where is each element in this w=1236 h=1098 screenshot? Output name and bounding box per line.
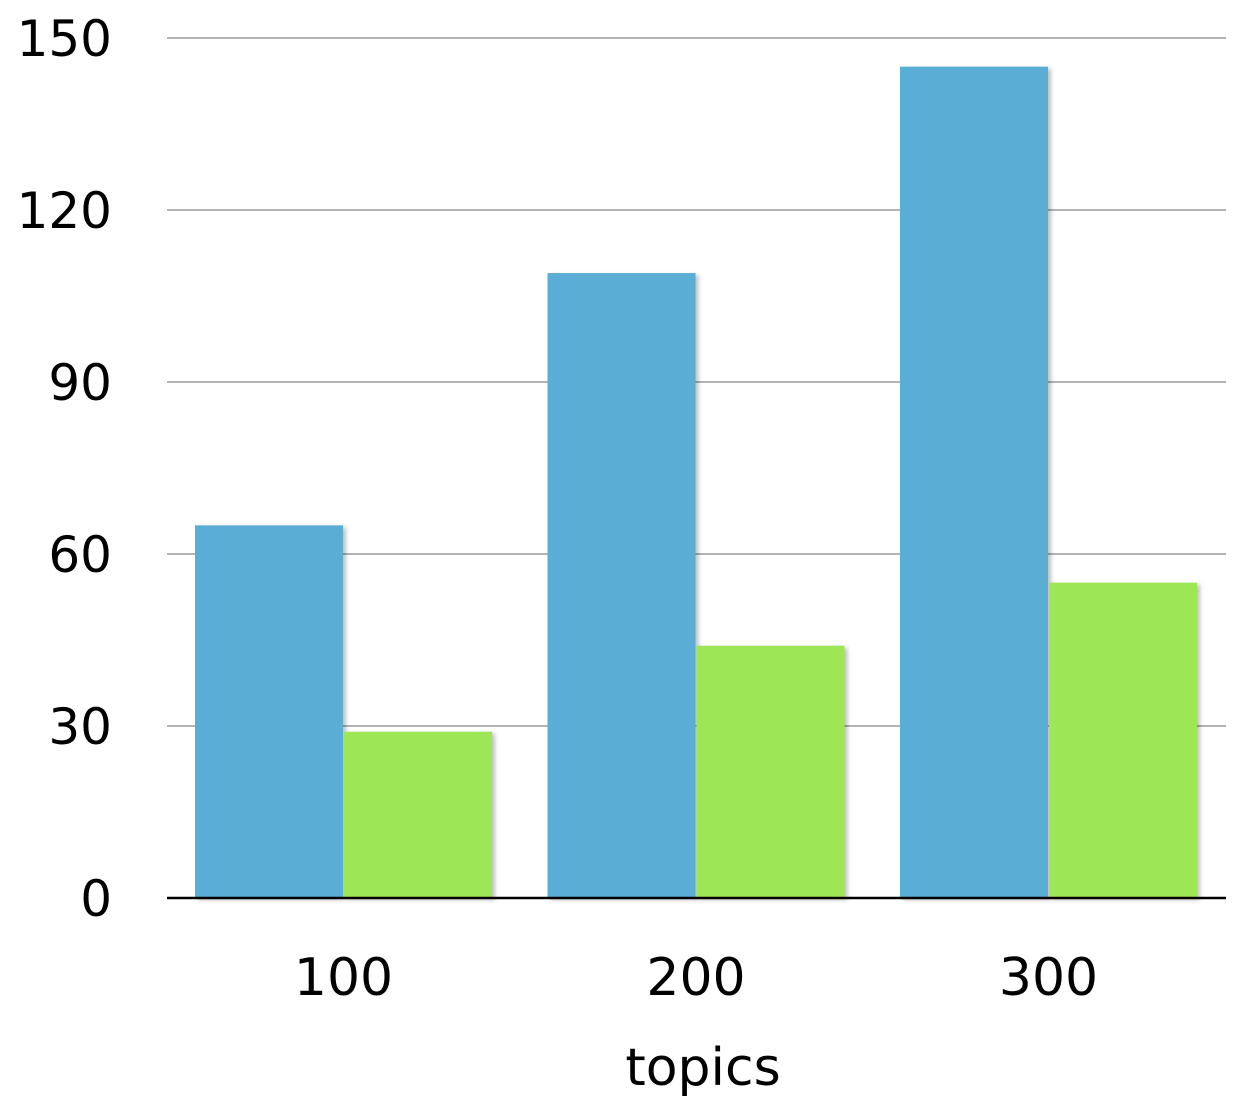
bar-series2-300: [1049, 582, 1197, 898]
bar-series1-300: [900, 66, 1048, 898]
y-tick-label: 30: [48, 698, 112, 756]
y-tick-label: 0: [80, 870, 112, 928]
x-tick-label: 200: [646, 948, 745, 1008]
x-tick-label: 100: [294, 948, 393, 1008]
y-tick-label: 60: [48, 526, 112, 584]
bar-series1-100: [195, 525, 343, 898]
y-tick-label: 90: [48, 354, 112, 412]
bars: [195, 66, 1197, 899]
bar-series1-200: [547, 273, 696, 899]
y-tick-labels: 0 30 60 90 120 150: [17, 10, 112, 928]
x-axis-title: topics: [625, 1038, 780, 1098]
x-tick-labels: 100 200 300: [294, 948, 1098, 1008]
bar-series2-100: [344, 731, 492, 898]
y-tick-label: 150: [17, 10, 112, 68]
bar-series2-200: [696, 645, 845, 898]
x-tick-label: 300: [999, 948, 1098, 1008]
y-tick-label: 120: [17, 182, 112, 240]
